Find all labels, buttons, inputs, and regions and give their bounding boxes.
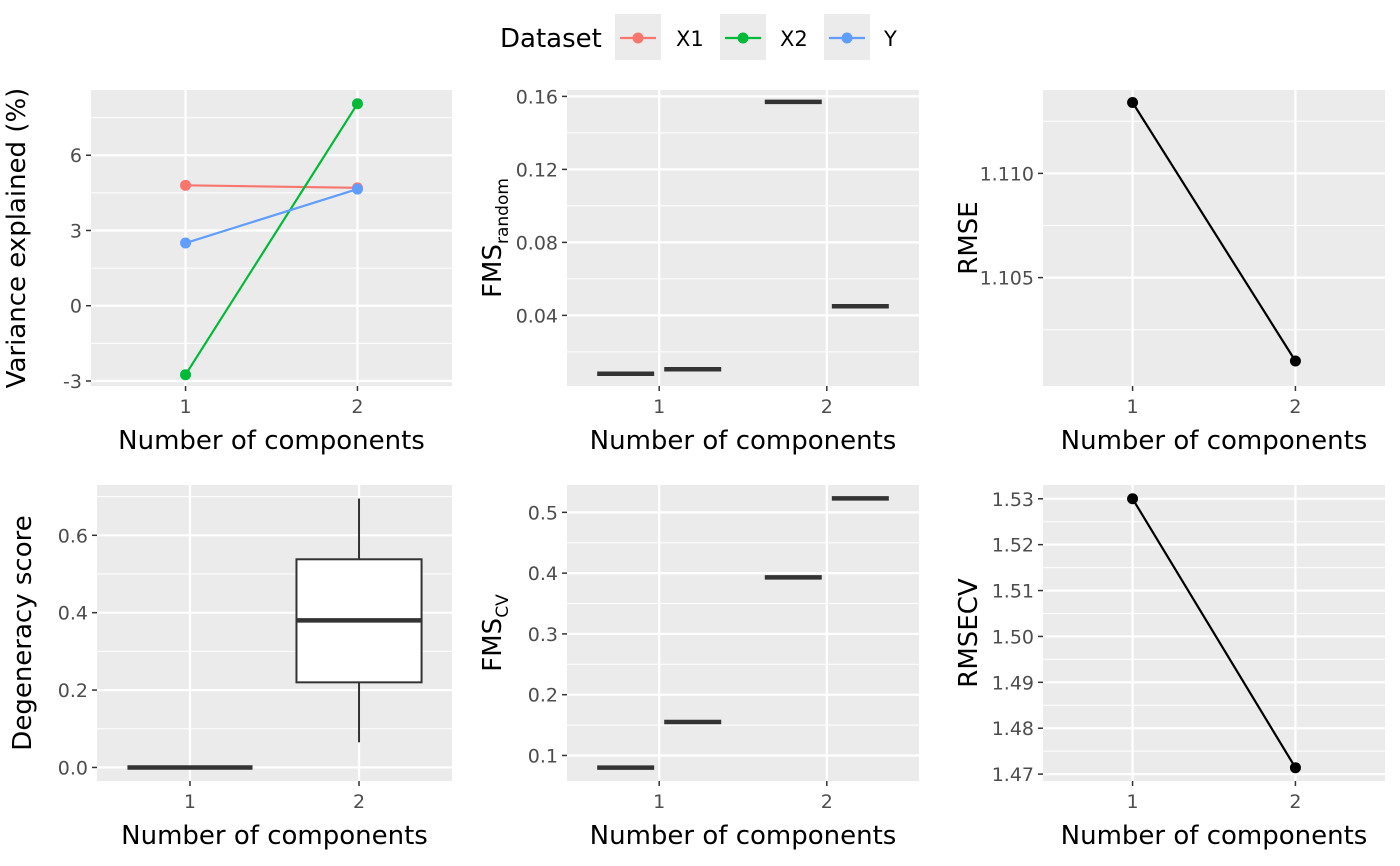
y-tick-label: 0.5 bbox=[528, 502, 558, 524]
data-point-y bbox=[180, 237, 192, 249]
y-tick-label: 0 bbox=[70, 296, 82, 318]
data-point-x2 bbox=[180, 369, 192, 381]
x-tick-label: 1 bbox=[653, 396, 665, 418]
y-tick-label: 1.52 bbox=[992, 535, 1034, 557]
panel-background bbox=[1043, 90, 1385, 386]
x-tick-label: 2 bbox=[821, 791, 833, 813]
y-tick-label: 0.4 bbox=[528, 563, 558, 585]
y-tick-label: 1.48 bbox=[992, 718, 1034, 740]
y-tick-label: 0.3 bbox=[528, 624, 558, 646]
legend-key-x1: X1 bbox=[615, 14, 704, 60]
y-tick-label: 6 bbox=[70, 145, 82, 167]
x-axis-title: Number of components bbox=[118, 426, 425, 456]
x-tick-label: 1 bbox=[180, 396, 192, 418]
x-tick-label: 1 bbox=[1127, 396, 1139, 418]
panel-1: -3 0 3 6 1 2 Number of components Variance expl… bbox=[2, 88, 452, 456]
y-tick-label: 1.47 bbox=[992, 764, 1034, 786]
data-point-x1 bbox=[180, 179, 192, 191]
data-point-1 bbox=[1289, 762, 1301, 774]
y-axis-title-subscript: random bbox=[493, 178, 513, 244]
y-axis-title: Variance explained (%) bbox=[2, 88, 32, 389]
x-axis-title: Number of components bbox=[1061, 821, 1368, 851]
x-axis-title: Number of components bbox=[590, 426, 897, 456]
panel-4: 0.0 0.2 0.4 0.6 1 2 Number of components Degene… bbox=[8, 485, 452, 851]
y-tick-label: 0.12 bbox=[516, 159, 558, 181]
x-tick-label: 1 bbox=[653, 791, 665, 813]
y-axis-title: RMSECV bbox=[954, 578, 984, 688]
series-line-x1 bbox=[185, 184, 358, 189]
legend-key-y: Y bbox=[824, 14, 897, 60]
y-axis-title-subscript: CV bbox=[493, 594, 513, 618]
x-axis-title: Number of components bbox=[590, 821, 897, 851]
data-point-1 bbox=[1127, 97, 1139, 109]
legend-label-y: Y bbox=[883, 27, 897, 51]
series-line-1 bbox=[1131, 101, 1297, 362]
y-tick-label: 0.08 bbox=[516, 232, 558, 254]
y-axis-title-main: FMS bbox=[478, 618, 508, 672]
y-tick-label: 0.0 bbox=[58, 757, 88, 779]
y-tick-label: 0.16 bbox=[516, 86, 558, 108]
legend-key-x2: X2 bbox=[720, 14, 808, 60]
y-tick-label: 0.4 bbox=[58, 603, 88, 625]
data-point-1 bbox=[1127, 493, 1139, 505]
data-point-1 bbox=[1289, 355, 1301, 367]
x-axis-title: Number of components bbox=[121, 821, 428, 851]
y-tick-label: 1.53 bbox=[992, 489, 1034, 511]
panel-2: 0.04 0.08 0.12 0.16 1 2 Number of components FM… bbox=[478, 86, 919, 456]
x-tick-label: 2 bbox=[353, 791, 365, 813]
legend-title: Dataset bbox=[500, 24, 602, 54]
legend-label-x2: X2 bbox=[780, 27, 808, 51]
y-axis-title: Degeneracy score bbox=[8, 515, 38, 750]
y-tick-label: 0.1 bbox=[528, 745, 558, 767]
panel-6: 1.47 1.48 1.49 1.50 1.51 1.52 1.53 1 2 Number of … bbox=[954, 485, 1385, 851]
y-tick-label: 1.50 bbox=[992, 626, 1034, 648]
y-tick-label: 0.2 bbox=[528, 685, 558, 707]
y-tick-label: 1.105 bbox=[980, 268, 1034, 290]
x-axis-title: Number of components bbox=[1061, 426, 1368, 456]
y-tick-label: 1.110 bbox=[980, 163, 1034, 185]
y-tick-label: 0.2 bbox=[58, 680, 88, 702]
y-tick-label: 3 bbox=[70, 220, 82, 242]
x-tick-label: 1 bbox=[1127, 791, 1139, 813]
x-tick-label: 2 bbox=[351, 396, 363, 418]
x-tick-label: 1 bbox=[184, 791, 196, 813]
y-axis-title: FMSrandom bbox=[478, 178, 513, 298]
x-tick-label: 2 bbox=[1289, 396, 1301, 418]
series-line-x2 bbox=[184, 103, 359, 376]
series-line-1 bbox=[1131, 498, 1297, 769]
y-axis-title-main: FMS bbox=[478, 244, 508, 298]
y-axis-title: FMSCV bbox=[478, 594, 513, 672]
x-tick-label: 2 bbox=[1289, 791, 1301, 813]
panel-3: 1.105 1.110 1 2 Number of components RMSE bbox=[954, 90, 1385, 456]
y-tick-label: 0.04 bbox=[516, 305, 558, 327]
box-2 bbox=[295, 498, 423, 743]
panel-background bbox=[567, 90, 919, 386]
data-point-x2 bbox=[351, 98, 363, 110]
y-tick-label: 1.49 bbox=[992, 672, 1034, 694]
y-tick-label: 0.6 bbox=[58, 525, 88, 547]
y-axis-title: RMSE bbox=[954, 201, 984, 274]
series-line-y bbox=[185, 188, 358, 245]
legend: Dataset X1 X2 Y bbox=[500, 14, 897, 60]
data-point-y bbox=[351, 183, 363, 195]
x-tick-label: 2 bbox=[821, 396, 833, 418]
panel-5: 0.1 0.2 0.3 0.4 0.5 1 2 Number of components FMS… bbox=[478, 485, 919, 851]
legend-label-x1: X1 bbox=[676, 27, 704, 51]
y-tick-label: -3 bbox=[63, 371, 82, 393]
y-tick-label: 1.51 bbox=[992, 581, 1034, 603]
